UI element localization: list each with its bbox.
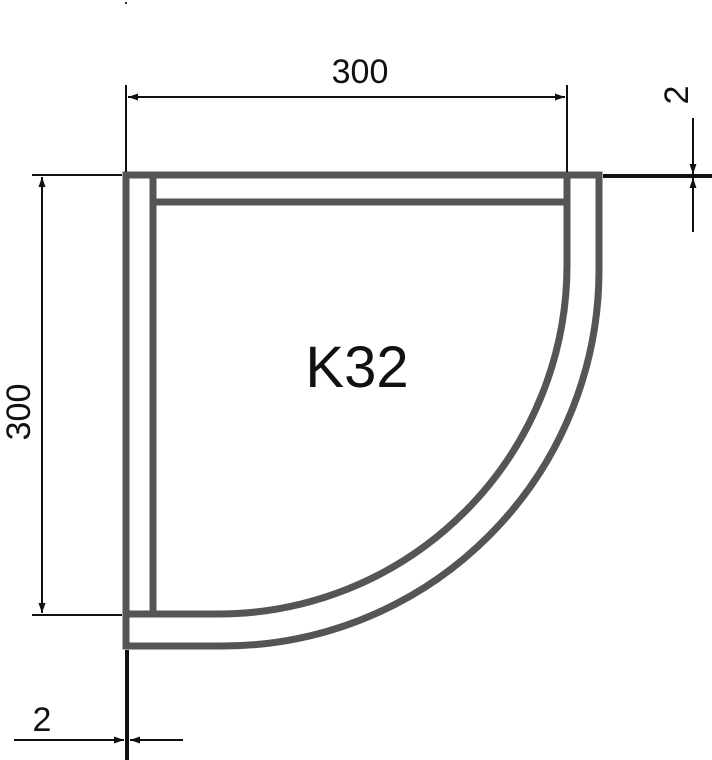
- dimension-offset-top-label: 2: [658, 86, 696, 105]
- dimension-height: [32, 174, 122, 616]
- dimension-width: [125, 85, 568, 172]
- dimension-width-label: 300: [332, 53, 389, 91]
- outer-outline: [122, 171, 603, 650]
- dimension-offset-bottom: [14, 650, 183, 760]
- dimension-height-label: 300: [0, 384, 38, 441]
- inner-outline: [149, 198, 571, 618]
- dimension-offset-top: [603, 118, 712, 232]
- tray-model-label: K32: [305, 335, 408, 400]
- quarter-tray-frame: [122, 171, 603, 650]
- stray-dot: [124, 1, 128, 5]
- dimension-offset-bottom-label: 2: [33, 701, 52, 739]
